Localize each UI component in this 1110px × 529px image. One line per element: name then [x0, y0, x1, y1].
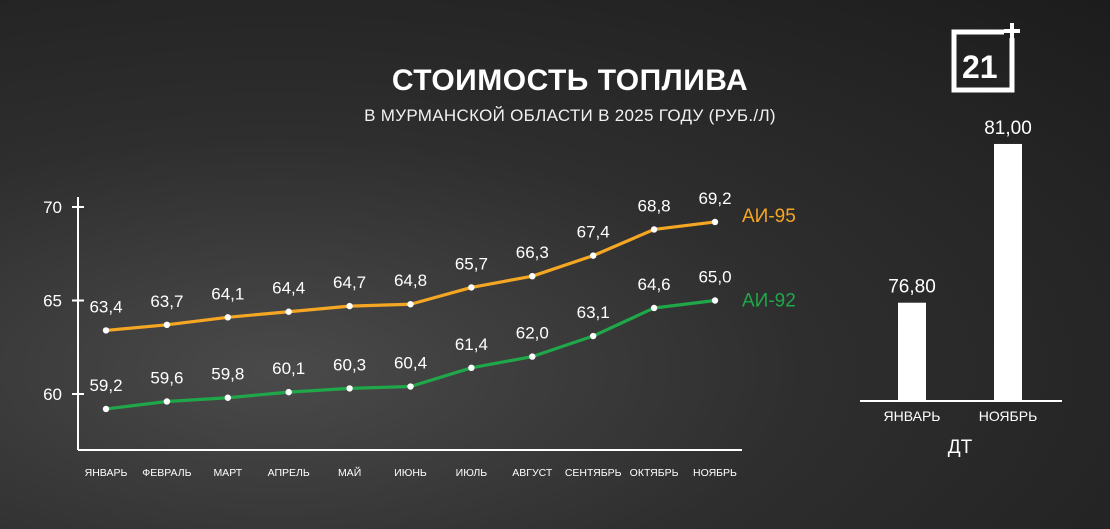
- data-label: 64,7: [333, 273, 366, 292]
- data-label: 60,3: [333, 355, 366, 374]
- bar-category-label: ЯНВАРЬ: [884, 408, 941, 424]
- bar-value-label: 81,00: [984, 118, 1032, 139]
- data-label: 62,0: [516, 324, 549, 343]
- data-label: 60,1: [272, 359, 305, 378]
- data-label: 64,4: [272, 279, 305, 298]
- data-point: [285, 308, 292, 315]
- x-tick-label: ОКТЯБРЬ: [630, 467, 679, 479]
- data-label: 59,2: [89, 376, 122, 395]
- data-label: 63,7: [150, 292, 183, 311]
- fuel-price-line-chart: 60 65 70 ЯНВАРЬ ФЕВРАЛЬ МАРТ АПРЕЛЬ МАЙ ИЮНЬ ИЮЛЬ…: [43, 189, 796, 479]
- data-point: [346, 302, 353, 310]
- data-point: [224, 394, 231, 401]
- series-legend-label: АИ-95: [742, 206, 796, 227]
- bar-category-label: НОЯБРЬ: [979, 408, 1038, 424]
- data-point: [529, 353, 536, 360]
- data-point: [285, 388, 292, 396]
- bar-chart-title: ДТ: [948, 437, 973, 458]
- data-label: 64,1: [211, 284, 244, 303]
- data-label: 60,4: [394, 354, 427, 373]
- data-label: 59,6: [150, 368, 183, 387]
- data-point: [407, 301, 414, 308]
- x-tick-label: ЯНВАРЬ: [85, 467, 128, 479]
- x-tick-label: МАЙ: [338, 466, 361, 479]
- data-label: 68,8: [638, 196, 671, 215]
- data-point: [590, 252, 597, 259]
- data-point: [224, 314, 231, 321]
- chart-subtitle: В МУРМАНСКОЙ ОБЛАСТИ В 2025 ГОДУ (РУБ./Л…: [364, 106, 776, 125]
- data-label: 66,3: [516, 243, 549, 262]
- data-point: [102, 405, 110, 413]
- data-point: [650, 304, 658, 312]
- tv-channel-21-plus-logo-icon: 21: [951, 22, 1020, 93]
- x-tick-label: ИЮЛЬ: [456, 467, 488, 479]
- bar: [994, 143, 1022, 401]
- data-point: [590, 332, 597, 340]
- data-label: 65,0: [698, 268, 731, 287]
- x-tick-label: МАРТ: [213, 467, 242, 479]
- x-tick-label: НОЯБРЬ: [693, 467, 737, 479]
- data-point: [468, 284, 475, 291]
- x-tick-label: АПРЕЛЬ: [268, 467, 310, 479]
- x-tick-label: ФЕВРАЛЬ: [142, 467, 191, 479]
- data-label: 59,8: [211, 365, 244, 384]
- data-label: 69,2: [698, 189, 731, 208]
- data-label: 67,4: [577, 223, 610, 242]
- data-point: [650, 226, 658, 233]
- series-legend-label: АИ-92: [742, 291, 796, 312]
- x-tick-label: АВГУСТ: [512, 467, 553, 479]
- y-tick-label: 70: [43, 198, 62, 217]
- data-point: [407, 383, 414, 390]
- chart-title: СТОИМОСТЬ ТОПЛИВА: [391, 64, 749, 97]
- bar-value-label: 76,80: [888, 277, 936, 298]
- logo-text: 21: [962, 49, 998, 85]
- data-label: 63,1: [577, 303, 610, 322]
- diesel-bar-chart: 76,80 ЯНВАРЬ 81,00 НОЯБРЬ ДТ: [860, 118, 1062, 458]
- x-tick-label: ИЮНЬ: [394, 467, 427, 479]
- y-tick-label: 60: [43, 385, 62, 404]
- data-label: 64,8: [394, 271, 427, 290]
- data-point: [468, 364, 475, 372]
- data-label: 61,4: [455, 335, 488, 354]
- data-point: [163, 398, 171, 405]
- bar: [898, 302, 926, 401]
- data-label: 63,4: [89, 297, 122, 316]
- data-point: [346, 385, 353, 392]
- data-point: [529, 272, 536, 280]
- x-tick-label: СЕНТЯБРЬ: [565, 467, 622, 479]
- data-point: [102, 327, 110, 334]
- data-point: [163, 321, 171, 329]
- y-tick-label: 65: [43, 292, 62, 311]
- data-label: 65,7: [455, 254, 488, 273]
- data-point: [711, 218, 719, 226]
- data-label: 64,6: [638, 275, 671, 294]
- data-point: [711, 297, 719, 304]
